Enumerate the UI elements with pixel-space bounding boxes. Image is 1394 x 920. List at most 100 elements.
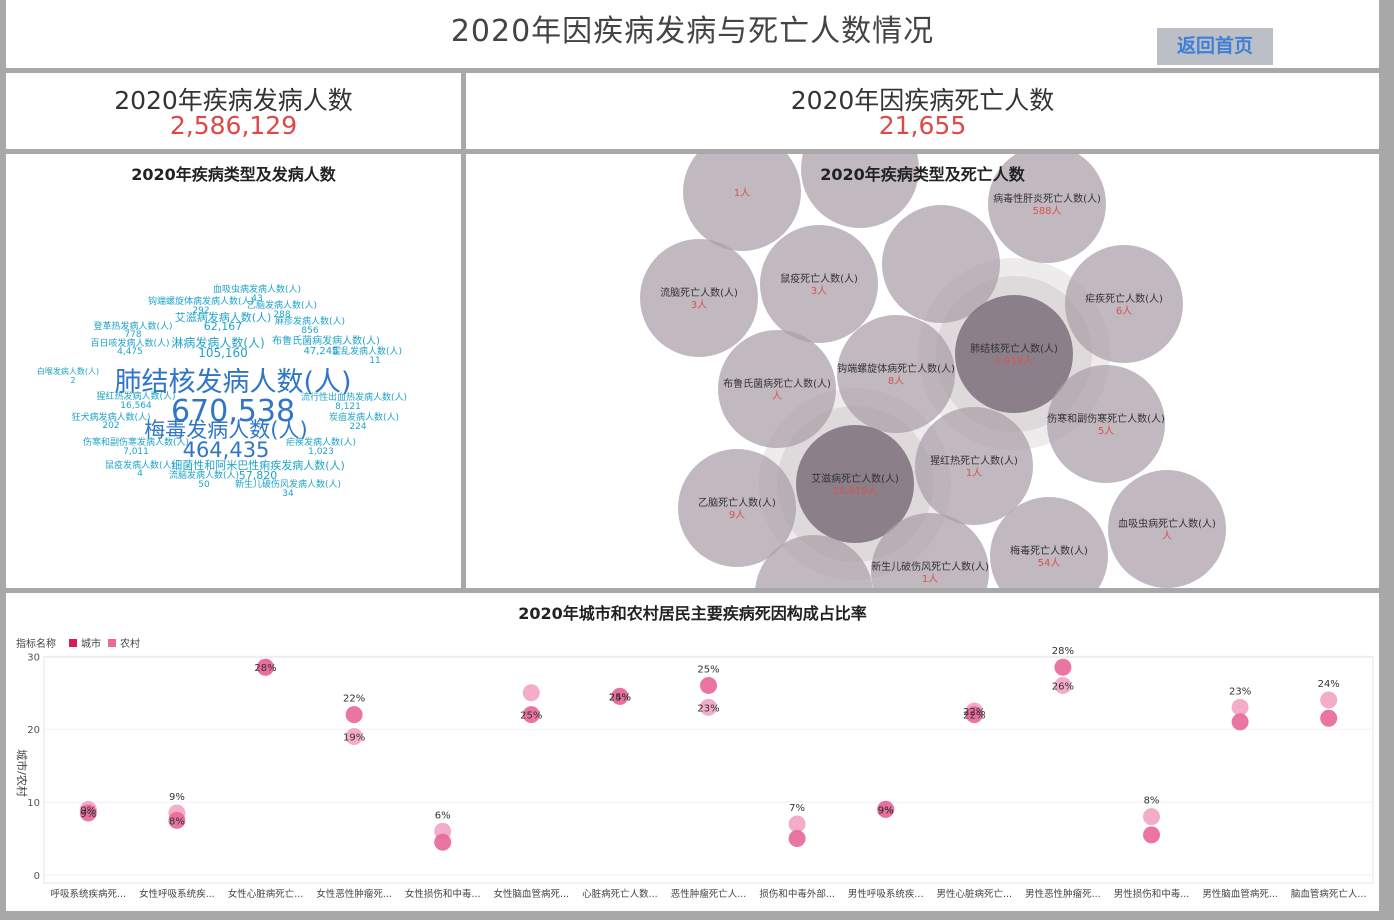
- bubble-circle[interactable]: [755, 535, 873, 588]
- wordcloud-word[interactable]: 2: [70, 376, 76, 385]
- bubble-circle[interactable]: [718, 330, 836, 448]
- wordcloud-word[interactable]: 292: [192, 306, 210, 316]
- wordcloud-word[interactable]: 疟疾发病人数(人): [285, 438, 357, 448]
- bubble-node[interactable]: 布鲁氏菌病死亡人数(人)人: [718, 330, 836, 448]
- wordcloud-word[interactable]: 4: [137, 469, 143, 479]
- bubble-circle[interactable]: [1065, 245, 1183, 363]
- urban-point[interactable]: [1143, 826, 1160, 844]
- urban-point[interactable]: [965, 706, 983, 724]
- wordcloud-word[interactable]: 43: [251, 294, 263, 304]
- bubble-node[interactable]: [882, 205, 1000, 323]
- wordcloud-word[interactable]: 4,475: [117, 347, 143, 357]
- rural-point[interactable]: [788, 815, 806, 833]
- urban-point[interactable]: [1054, 658, 1072, 676]
- bubble-node[interactable]: [801, 154, 919, 228]
- wordcloud-word[interactable]: 细菌性和阿米巴性痢疾发病人数(人): [171, 459, 345, 472]
- bubble-circle[interactable]: [760, 225, 878, 343]
- bubble-node[interactable]: 梅毒死亡人数(人)54人: [990, 497, 1108, 588]
- wordcloud-word[interactable]: 炭疽发病人数(人): [328, 413, 400, 423]
- bubble-circle[interactable]: [882, 205, 1000, 323]
- bubble-node[interactable]: 鼠疫死亡人数(人)3人: [760, 225, 878, 343]
- bubble-circle[interactable]: [1108, 470, 1226, 588]
- rural-point[interactable]: [522, 684, 540, 702]
- rural-point[interactable]: [1320, 691, 1338, 709]
- bubble-node[interactable]: 伤寒和副伤寒死亡人数(人)5人: [1047, 365, 1165, 483]
- urban-point[interactable]: [434, 833, 452, 851]
- rural-point[interactable]: [345, 727, 363, 745]
- urban-point[interactable]: [522, 706, 540, 724]
- wordcloud-word[interactable]: 狂犬病发病人数(人): [71, 413, 151, 423]
- bubble-circle[interactable]: [871, 513, 989, 588]
- wordcloud-word[interactable]: 670,538: [170, 394, 296, 429]
- wordcloud-word[interactable]: 血吸虫病发病人数(人): [212, 285, 302, 295]
- legend-urban-label[interactable]: 城市: [81, 637, 101, 650]
- bubble-circle[interactable]: [915, 407, 1033, 525]
- wordcloud-word[interactable]: 57,820: [238, 469, 278, 482]
- bubble-node[interactable]: 猩红热死亡人数(人)1人: [915, 407, 1033, 525]
- wordcloud-word[interactable]: 乙脑发病人数(人): [246, 301, 318, 311]
- urban-point[interactable]: [1231, 713, 1249, 731]
- wordcloud-word[interactable]: 流行性出血热发病人数(人): [300, 393, 408, 403]
- wordcloud-word[interactable]: 艾滋病发病人数(人): [174, 311, 272, 324]
- rural-point[interactable]: [1054, 676, 1072, 694]
- wordcloud-word[interactable]: 伤寒和副伤寒发病人数(人): [82, 438, 190, 448]
- wordcloud-word[interactable]: 202: [102, 421, 120, 431]
- wordcloud-word[interactable]: 7,011: [123, 447, 149, 457]
- rural-point[interactable]: [1231, 698, 1249, 716]
- urban-point[interactable]: [877, 800, 895, 818]
- bubble-circle[interactable]: [678, 449, 796, 567]
- wordcloud-word[interactable]: 霍乱发病人数(人): [331, 347, 403, 357]
- wordcloud-word[interactable]: 百日咳发病人数(人): [90, 339, 170, 349]
- wordcloud-word[interactable]: 464,435: [182, 438, 270, 462]
- bubble-node[interactable]: 血吸虫病死亡人数(人)人: [1108, 470, 1226, 588]
- bubble-node[interactable]: 肺结核死亡人数(人)1,919人: [955, 295, 1073, 413]
- urban-point[interactable]: [788, 830, 806, 848]
- wordcloud-word[interactable]: 淋病发病人数(人): [171, 336, 265, 350]
- wordcloud-word[interactable]: 778: [124, 330, 142, 340]
- bubble-node[interactable]: 新生儿破伤风死亡人数(人)1人: [871, 513, 989, 588]
- wordcloud-word[interactable]: 梅毒发病人数(人): [144, 418, 308, 442]
- bubble-node[interactable]: 1人: [683, 154, 801, 251]
- rural-point[interactable]: [1143, 808, 1160, 826]
- bubble-node[interactable]: 乙脑死亡人数(人)9人: [678, 449, 796, 567]
- wordcloud-word[interactable]: 50: [198, 480, 210, 490]
- urban-point[interactable]: [79, 804, 97, 822]
- urban-point[interactable]: [257, 658, 274, 676]
- bubble-circle[interactable]: [988, 154, 1106, 263]
- bubble-circle[interactable]: [640, 239, 758, 357]
- bubble-circle[interactable]: [837, 315, 955, 433]
- bubble-circle[interactable]: [1047, 365, 1165, 483]
- wordcloud-word[interactable]: 布鲁氏菌病发病人数(人): [272, 336, 380, 347]
- urban-point[interactable]: [1320, 709, 1338, 727]
- wordcloud-word[interactable]: 流脑发病人数(人): [168, 471, 240, 481]
- bubble-node[interactable]: 病毒性肝炎死亡人数(人)588人: [988, 154, 1106, 263]
- bubble-circle[interactable]: [801, 154, 919, 228]
- wordcloud-word[interactable]: 11: [369, 356, 381, 366]
- wordcloud-word[interactable]: 16,564: [120, 401, 152, 411]
- bubble-circle[interactable]: [796, 425, 914, 543]
- wordcloud-word[interactable]: 62,167: [203, 320, 243, 333]
- urban-point[interactable]: [611, 687, 629, 705]
- bubble-circle[interactable]: [990, 497, 1108, 588]
- wordcloud-word[interactable]: 34: [282, 489, 294, 499]
- wordcloud-word[interactable]: 新生儿破伤风发病人数(人): [234, 480, 342, 490]
- wordcloud-word[interactable]: 47,245: [303, 346, 339, 357]
- bubble-node[interactable]: 艾滋病死亡人数(人)18,819人: [796, 425, 914, 543]
- wordcloud-word[interactable]: 鼠疫发病人数(人): [104, 461, 176, 471]
- wordcloud-word[interactable]: 钩端螺旋体病发病人数(人): [147, 297, 255, 307]
- bubble-node[interactable]: 流脑死亡人数(人)3人: [640, 239, 758, 357]
- legend-rural-label[interactable]: 农村: [120, 637, 140, 650]
- bubble-circle[interactable]: [955, 295, 1073, 413]
- rural-point[interactable]: [700, 698, 717, 716]
- wordcloud-word[interactable]: 856: [301, 326, 319, 336]
- wordcloud-word[interactable]: 224: [349, 422, 367, 432]
- wordcloud-word[interactable]: 登革热发病人数(人): [93, 322, 173, 332]
- bubble-circle[interactable]: [683, 154, 801, 251]
- bubble-node[interactable]: 钩端螺旋体病死亡人数(人)8人: [837, 315, 955, 433]
- urban-point[interactable]: [168, 811, 186, 829]
- wordcloud-word[interactable]: 猩红热发病人数(人): [96, 392, 176, 402]
- wordcloud-word[interactable]: 1,023: [308, 447, 334, 457]
- wordcloud-word[interactable]: 白喉发病人数(人): [36, 367, 100, 376]
- ratio-scatter-chart[interactable]: 指标名称 城市 农村 城市/农村 0 10 20 30 呼吸系统疾病死... 女性呼吸系统…: [6, 593, 1379, 911]
- urban-point[interactable]: [345, 706, 363, 724]
